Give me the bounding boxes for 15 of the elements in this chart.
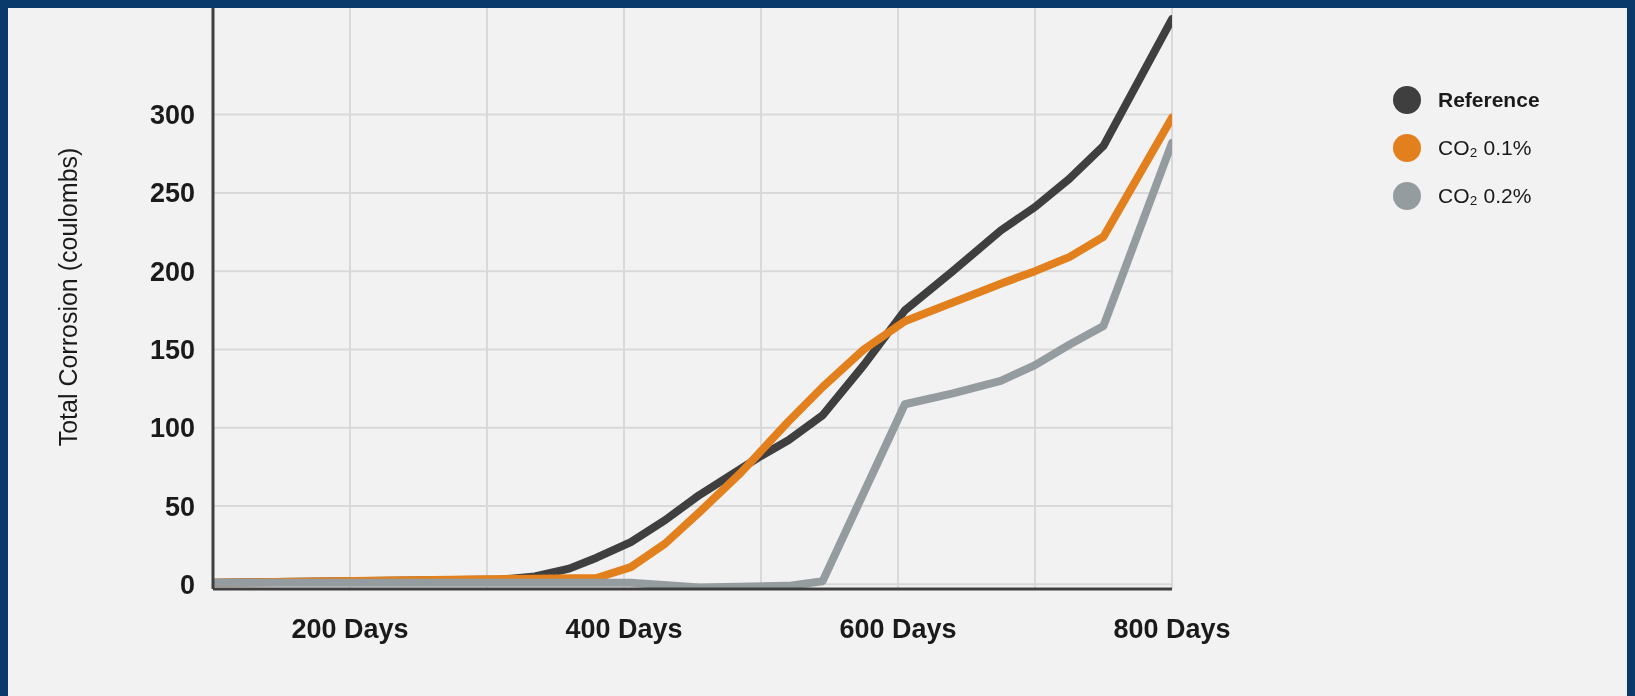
y-tick-label: 0	[179, 569, 195, 600]
y-tick-label: 100	[149, 413, 195, 444]
x-tick-label: 200 Days	[291, 614, 409, 645]
y-tick-label: 250	[149, 178, 195, 209]
legend-label: CO₂ 0.2%	[1438, 184, 1532, 208]
y-tick-label: 150	[149, 335, 195, 366]
y-tick-label: 50	[164, 491, 195, 522]
x-tick-label: 600 Days	[839, 614, 957, 645]
legend-label: Reference	[1438, 88, 1540, 112]
y-tick-label: 200	[149, 256, 195, 287]
y-axis-title: Total Corrosion (coulombs)	[53, 147, 82, 447]
x-tick-label: 800 Days	[1113, 614, 1231, 645]
x-tick-label: 400 Days	[565, 614, 683, 645]
y-tick-label: 300	[149, 100, 195, 131]
legend-label: CO₂ 0.1%	[1438, 136, 1532, 160]
